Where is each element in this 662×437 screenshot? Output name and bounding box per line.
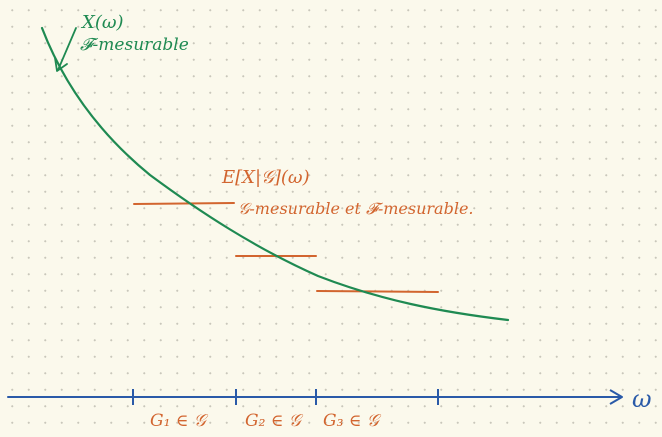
partition-label-g3: G₃ ∈ 𝒢 [323,411,382,431]
omega-axis: ω [8,385,652,413]
partition-label-g2: G₂ ∈ 𝒢 [245,411,304,431]
f-measurable-label: 𝓕-mesurable [80,35,189,55]
conditional-expectation-description: 𝒢-mesurable et 𝓕-mesurable. [238,199,474,218]
partition-label-g1: G₁ ∈ 𝒢 [150,411,209,431]
omega-axis-label: ω [632,385,652,413]
step-segment-g1 [134,203,234,204]
step-segment-g3 [317,291,438,292]
x-of-omega-label: X(ω) [80,12,124,33]
conditional-expectation-label: E[X|𝒢](ω) [221,167,310,188]
